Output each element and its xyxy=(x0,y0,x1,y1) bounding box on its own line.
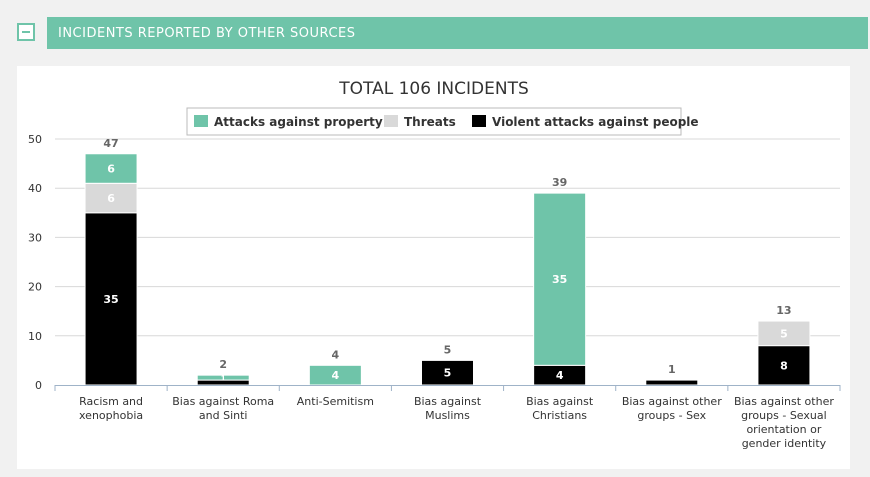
x-tick-label: Bias against xyxy=(414,395,482,408)
legend-swatch-violent-attacks-against-people xyxy=(472,115,486,127)
grid-lines xyxy=(55,138,840,337)
section-header[interactable]: INCIDENTS REPORTED BY OTHER SOURCES xyxy=(47,17,868,49)
section-title: INCIDENTS REPORTED BY OTHER SOURCES xyxy=(58,26,356,41)
legend-label-threats: Threats xyxy=(404,115,456,129)
y-tick-label: 10 xyxy=(28,330,42,343)
data-label: 8 xyxy=(780,359,788,372)
y-tick-label: 30 xyxy=(28,231,42,244)
x-tick-label: Bias against Roma xyxy=(172,395,274,408)
data-label: 6 xyxy=(107,192,115,205)
chart-panel: TOTAL 106 INCIDENTS Attacks against prop… xyxy=(17,66,850,469)
bar-segment-attacks-against-property xyxy=(84,153,138,184)
y-tick-label: 20 xyxy=(28,281,42,294)
total-label: 1 xyxy=(668,363,676,376)
bar-segment-violent-attacks-against-people xyxy=(645,379,699,386)
total-label: 2 xyxy=(219,358,227,371)
total-label: 39 xyxy=(552,176,567,189)
x-tick-label: Bias against other xyxy=(622,395,722,408)
legend-swatch-threats xyxy=(384,115,398,127)
x-tick-label: xenophobia xyxy=(79,409,143,422)
y-tick-label: 50 xyxy=(28,133,42,146)
x-tick-label: groups - Sexual xyxy=(741,409,826,422)
data-label: 5 xyxy=(444,367,452,380)
x-tick-label: Racism and xyxy=(79,395,143,408)
legend-swatch-attacks-against-property xyxy=(194,115,208,127)
x-tick-label: and Sinti xyxy=(199,409,248,422)
x-tick-label: Muslims xyxy=(425,409,470,422)
y-tick-label: 0 xyxy=(35,379,42,392)
total-label: 5 xyxy=(444,343,452,356)
total-label: 47 xyxy=(103,137,118,150)
data-label: 5 xyxy=(780,327,788,340)
chart-title: TOTAL 106 INCIDENTS xyxy=(338,79,529,99)
x-tick-label: gender identity xyxy=(742,437,827,450)
legend-box xyxy=(186,107,682,136)
x-tick-label: Bias against other xyxy=(734,395,834,408)
data-label: 4 xyxy=(556,369,564,382)
x-tick-label: groups - Sex xyxy=(637,409,706,422)
data-label: 35 xyxy=(552,273,567,286)
total-label: 4 xyxy=(332,348,340,361)
data-label: 35 xyxy=(103,293,118,306)
data-label: 1 xyxy=(221,375,226,383)
y-axis: 0 10 20 30 40 50 xyxy=(28,133,42,392)
x-tick-label: Anti-Semitism xyxy=(297,395,374,408)
legend-label-violent-attacks-against-people: Violent attacks against people xyxy=(492,115,699,129)
legend-label-attacks-against-property: Attacks against property xyxy=(214,115,383,129)
bar-segment-attacks-against-property xyxy=(533,192,587,366)
bar-segment-attacks-against-property xyxy=(196,374,250,381)
data-label: 6 xyxy=(107,163,115,176)
bar-segment-threats xyxy=(757,320,811,347)
total-label: 13 xyxy=(776,304,791,317)
stacked-bar-chart: TOTAL 106 INCIDENTS Attacks against prop… xyxy=(28,79,841,450)
y-tick-label: 40 xyxy=(28,182,42,195)
data-label: 4 xyxy=(332,369,340,382)
x-tick-label: Bias against xyxy=(526,395,594,408)
collapse-toggle-button[interactable] xyxy=(17,23,35,41)
bar-segment-violent-attacks-against-people xyxy=(421,359,474,386)
x-tick-label: Christians xyxy=(532,409,587,422)
bars: 35 6 6 47 1 2 4 4 5 5 4 35 39 1 8 5 13 xyxy=(84,137,811,386)
chart-legend: Attacks against property Threats Violent a… xyxy=(186,107,699,136)
minus-icon xyxy=(22,31,30,33)
x-tick-label: orientation or xyxy=(746,423,821,436)
